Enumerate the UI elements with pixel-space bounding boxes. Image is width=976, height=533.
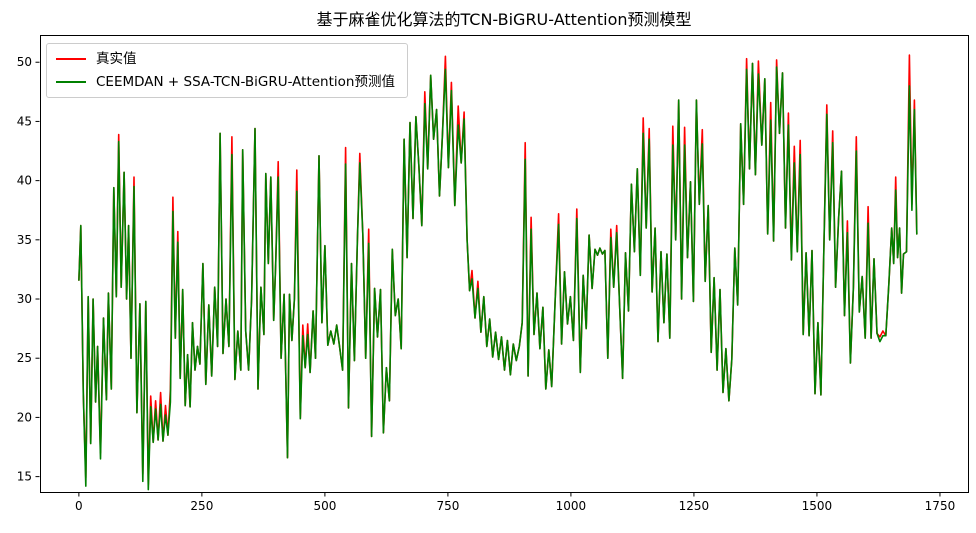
x-tick-label: 0: [75, 499, 83, 513]
legend-label-true: 真实值: [96, 51, 137, 67]
chart-title: 基于麻雀优化算法的TCN-BiGRU-Attention预测模型: [316, 10, 692, 29]
legend-label-pred: CEEMDAN + SSA-TCN-BiGRU-Attention预测值: [96, 74, 395, 91]
y-tick-label: 15: [17, 470, 32, 484]
legend-item-true: 真实值: [56, 51, 395, 67]
x-tick-label: 1250: [679, 499, 710, 513]
y-tick-label: 40: [17, 174, 32, 188]
x-tick-label: 1000: [556, 499, 587, 513]
pred-series-line-icon: [56, 81, 86, 84]
y-tick-label: 20: [17, 410, 32, 424]
true-series-line-icon: [56, 58, 86, 61]
legend-item-pred: CEEMDAN + SSA-TCN-BiGRU-Attention预测值: [56, 74, 395, 90]
legend: 真实值 CEEMDAN + SSA-TCN-BiGRU-Attention预测值: [46, 43, 408, 99]
pred-series-path: [78, 62, 918, 491]
axes-frame: [40, 35, 969, 493]
x-tick-label: 250: [190, 499, 213, 513]
y-tick-label: 50: [17, 55, 32, 69]
x-tick-label: 500: [313, 499, 336, 513]
y-tick-label: 35: [17, 233, 32, 247]
true-series-path: [78, 54, 918, 486]
x-tick-label: 1750: [925, 499, 956, 513]
x-tick-label: 750: [436, 499, 459, 513]
y-tick-label: 30: [17, 292, 32, 306]
x-tick-label: 1500: [802, 499, 833, 513]
y-tick-label: 25: [17, 351, 32, 365]
y-tick-label: 45: [17, 114, 32, 128]
